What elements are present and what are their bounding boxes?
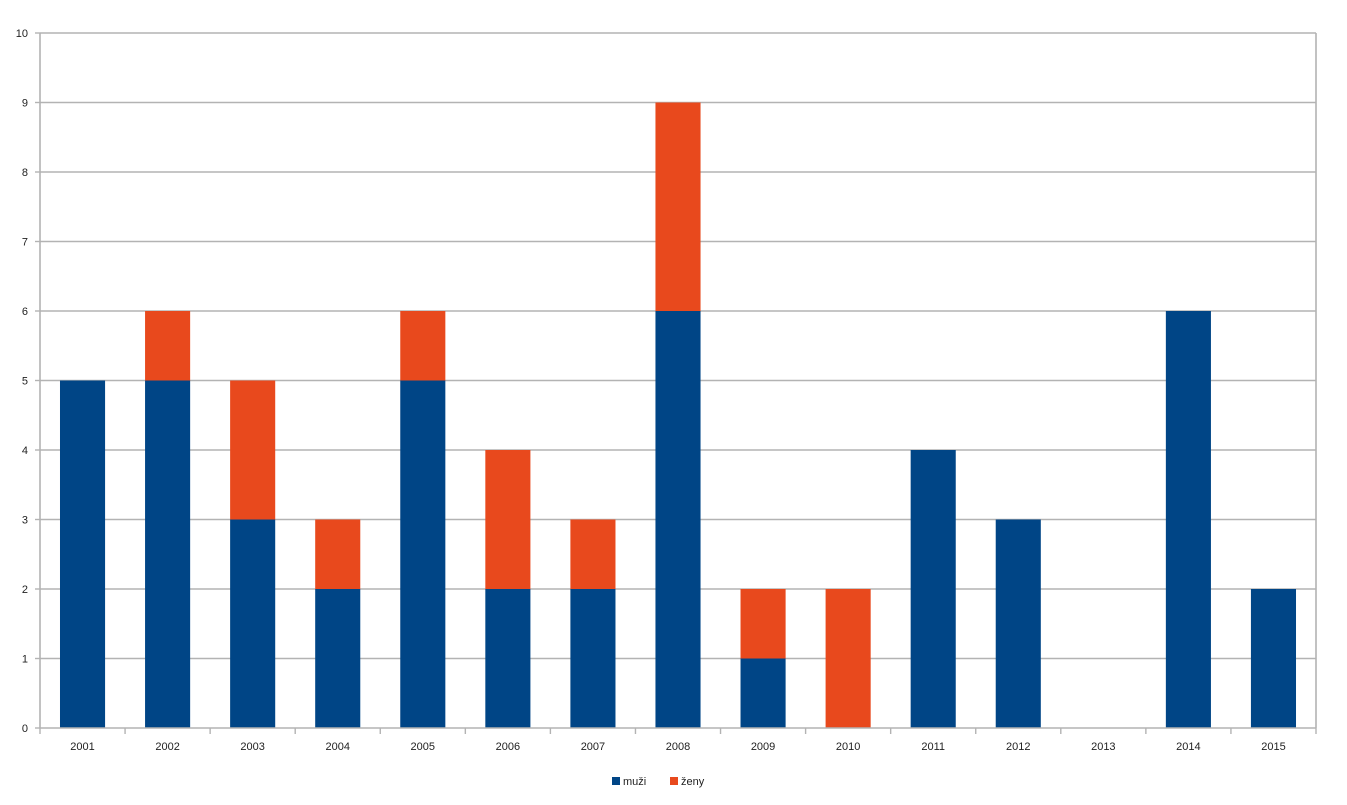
bar-muzi-2012 (995, 519, 1041, 728)
bar-zeny-2002 (145, 311, 191, 381)
x-tick-label: 2003 (240, 741, 264, 753)
y-tick-label: 5 (22, 376, 28, 388)
legend-swatch-muzi (612, 777, 620, 785)
legend: muži ženy (612, 776, 705, 788)
x-tick-label: 2004 (325, 741, 349, 753)
y-tick-label: 2 (22, 584, 28, 596)
bar-muzi-2006 (485, 589, 531, 728)
bar-muzi-2008 (655, 311, 701, 728)
y-tick-label: 3 (22, 515, 28, 527)
bar-muzi-2015 (1250, 589, 1297, 728)
y-tick-label: 8 (22, 167, 28, 179)
bar-muzi-2009 (740, 658, 786, 728)
y-tick-label: 4 (22, 445, 28, 457)
x-tick-label: 2006 (496, 741, 520, 753)
y-tick-label: 9 (22, 98, 28, 110)
legend-label-zeny: ženy (681, 776, 705, 788)
legend-swatch-zeny (670, 777, 678, 785)
bar-zeny-2007 (570, 519, 616, 589)
bar-muzi-2003 (230, 519, 276, 728)
x-tick-label: 2009 (751, 741, 775, 753)
y-tick-labels: 0 1 2 3 4 5 6 7 8 9 10 (16, 28, 28, 735)
bar-zeny-2006 (485, 450, 531, 589)
bar-muzi-2011 (910, 450, 956, 728)
x-tick-label: 2001 (70, 741, 94, 753)
axes (35, 32, 1317, 734)
bar-muzi-2004 (315, 589, 361, 728)
y-tick-label: 0 (22, 723, 28, 735)
bar-zeny-2009 (740, 589, 786, 659)
y-tick-label: 6 (22, 306, 28, 318)
bar-muzi-2001 (59, 380, 106, 728)
x-tick-label: 2013 (1091, 741, 1115, 753)
bar-zeny-2003 (230, 380, 276, 520)
x-tick-label: 2002 (155, 741, 179, 753)
y-tick-label: 7 (22, 237, 28, 249)
x-tick-label: 2010 (836, 741, 860, 753)
bar-muzi-2014 (1165, 311, 1211, 728)
y-tick-label: 10 (16, 28, 28, 40)
x-tick-labels: 2001 2002 2003 2004 2005 2006 2007 2008 2009 2010… (70, 741, 1285, 753)
legend-label-muzi: muži (623, 776, 646, 788)
bar-muzi-2007 (570, 589, 616, 728)
x-tick-label: 2007 (581, 741, 605, 753)
x-tick-label: 2012 (1006, 741, 1030, 753)
bar-muzi-2002 (145, 380, 191, 728)
y-tick-label: 1 (22, 654, 28, 666)
x-tick-label: 2008 (666, 741, 690, 753)
x-tick-label: 2015 (1261, 741, 1285, 753)
bar-zeny-2004 (315, 519, 361, 589)
bar-zeny-2005 (400, 311, 446, 381)
bars (59, 102, 1297, 728)
bar-zeny-2010 (825, 589, 871, 728)
x-tick-label: 2014 (1176, 741, 1200, 753)
x-tick-label: 2005 (411, 741, 435, 753)
bar-zeny-2008 (655, 102, 701, 311)
bar-muzi-2005 (400, 380, 446, 728)
x-tick-label: 2011 (921, 741, 945, 753)
